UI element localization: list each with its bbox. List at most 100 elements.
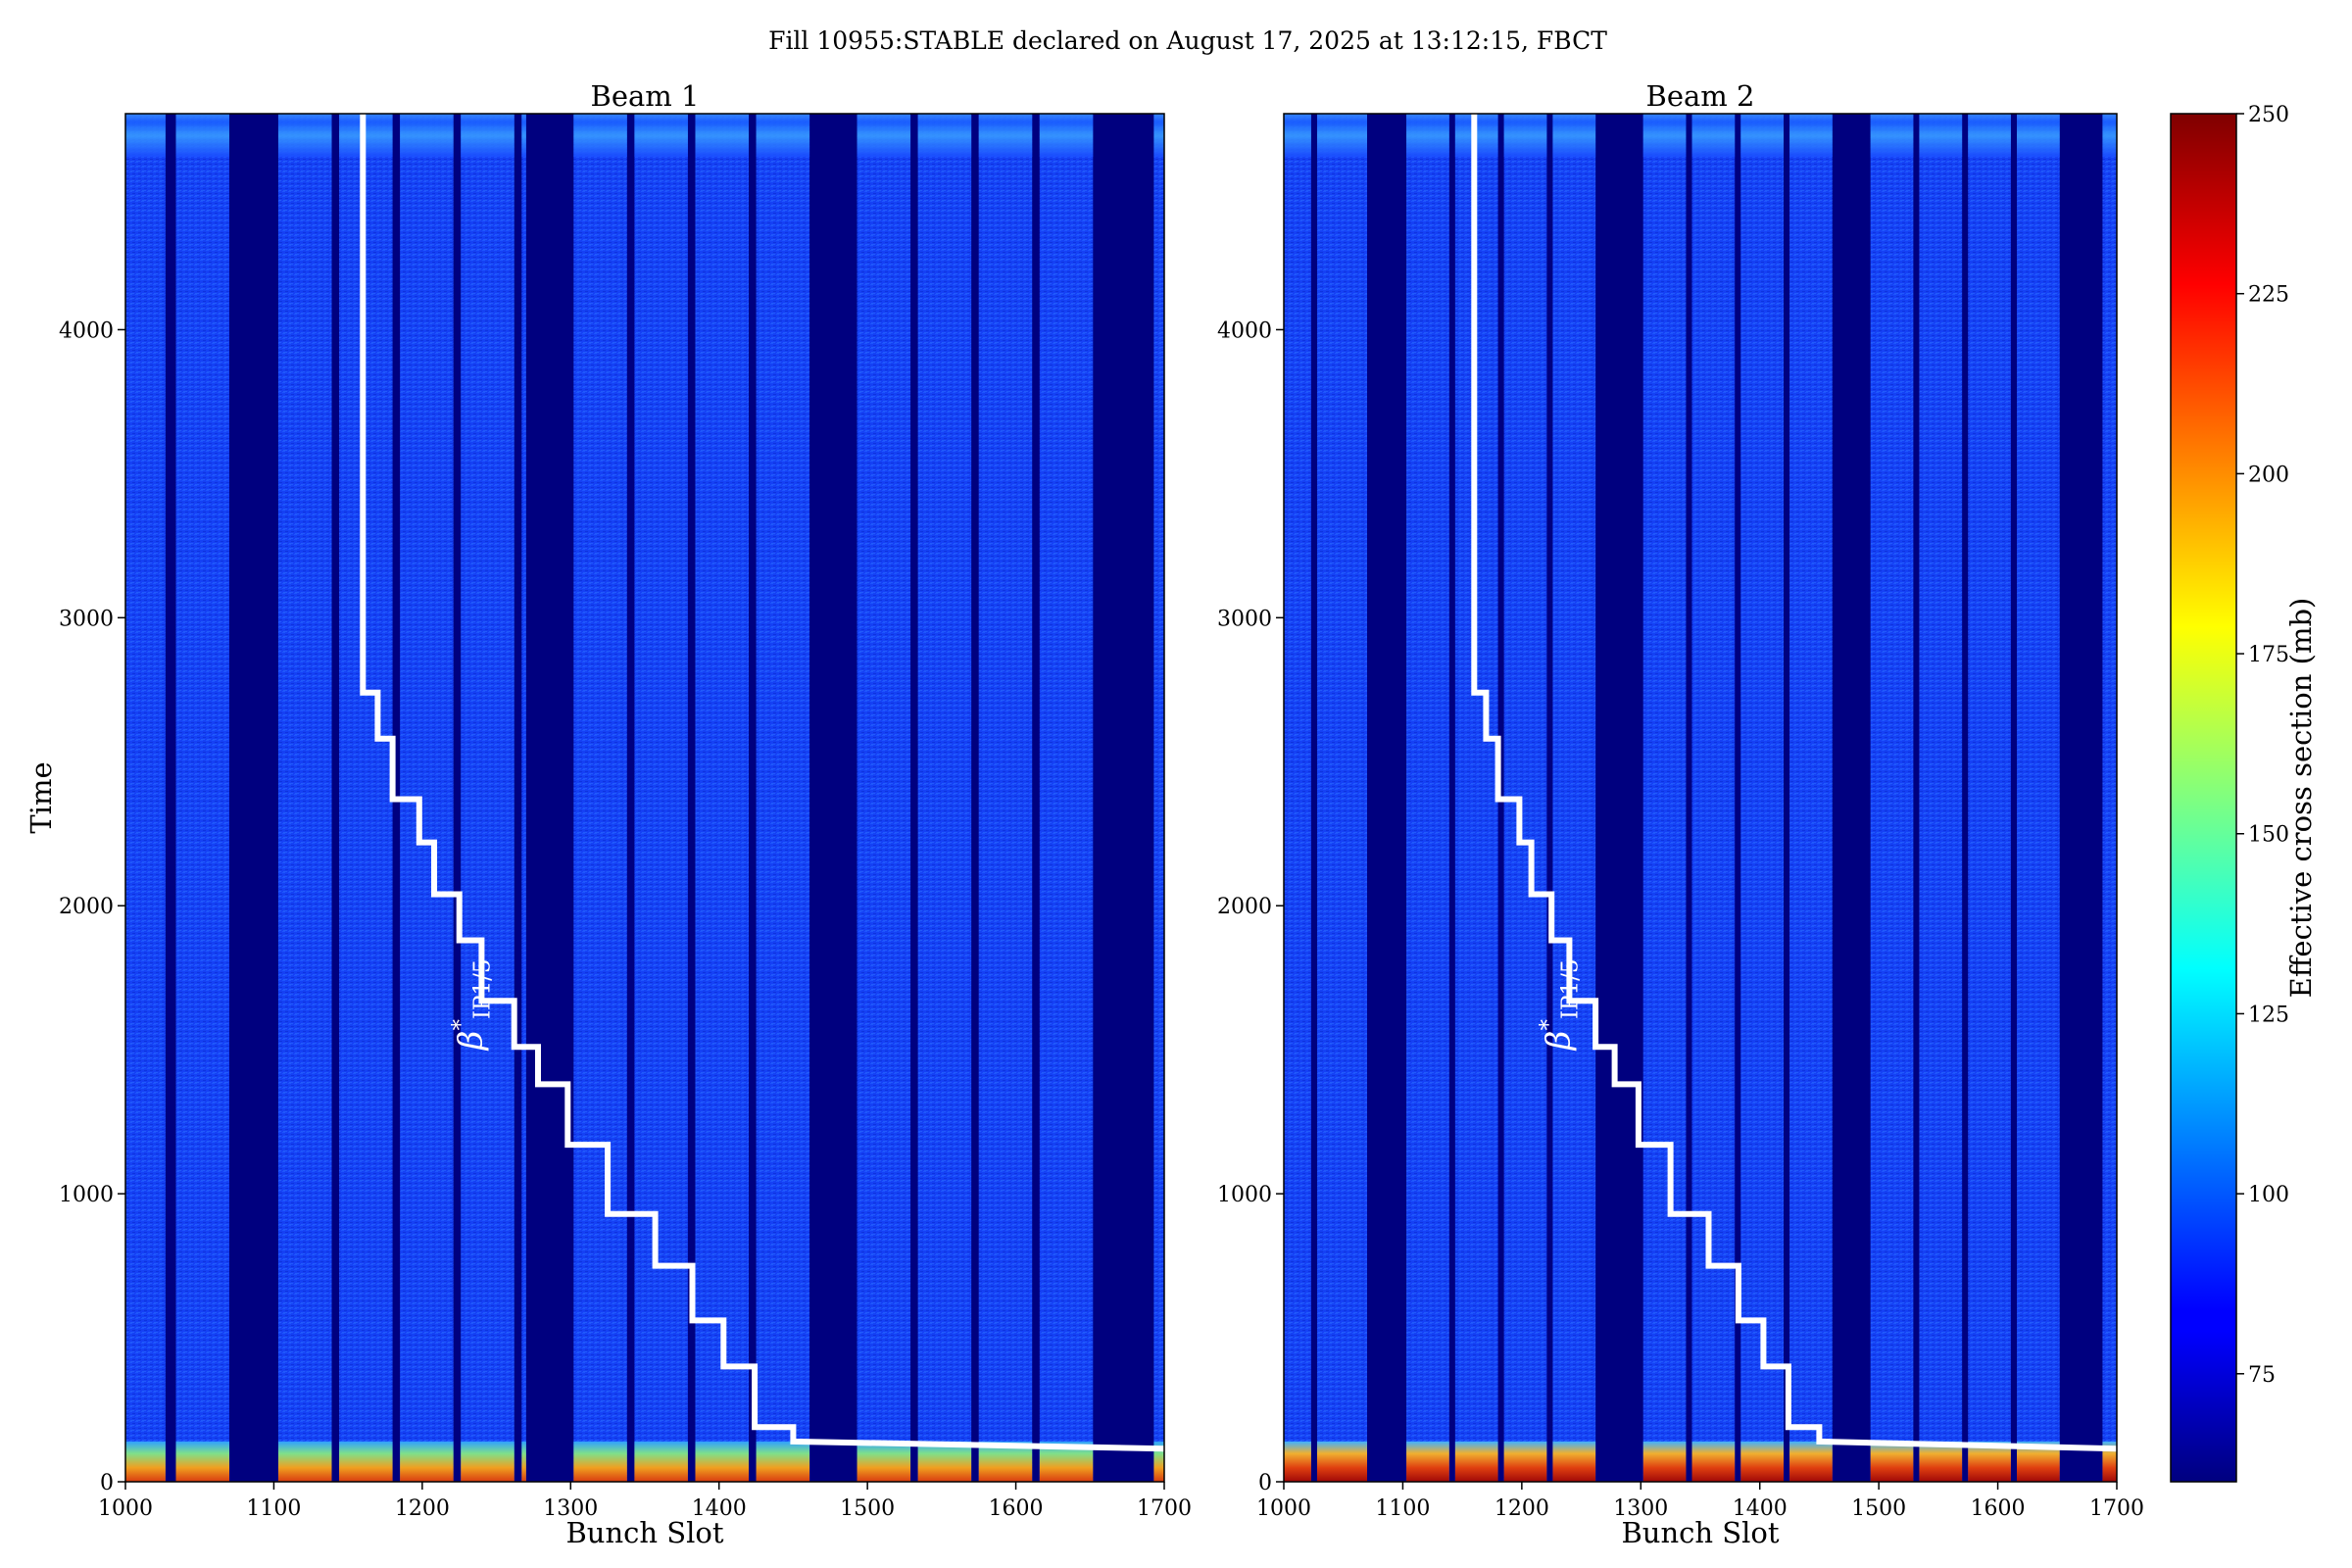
train-bottom-band-0 [125, 1441, 166, 1482]
x-tick-label: 1200 [395, 1496, 450, 1521]
bunch-train-10 [1870, 114, 1914, 1482]
x-tick-label: 1400 [692, 1496, 747, 1521]
train-top-band-13 [2017, 114, 2060, 158]
train-bottom-band-7 [573, 1441, 627, 1482]
train-top-band-3 [339, 114, 393, 158]
train-top-band-0 [1284, 114, 1311, 158]
bunch-train-3 [339, 114, 393, 1482]
train-bottom-band-2 [277, 1441, 332, 1482]
x-tick-label: 1100 [1375, 1496, 1430, 1521]
train-top-band-5 [461, 114, 514, 158]
bunch-train-5 [461, 114, 514, 1482]
bunch-train-13 [2017, 114, 2060, 1482]
colorbar-tick-label: 125 [2248, 1003, 2289, 1027]
train-bottom-band-3 [1454, 1441, 1498, 1482]
train-top-band-0 [125, 114, 166, 158]
plot-frame-beam-2 [1283, 113, 2118, 1483]
x-tick-label: 1600 [1971, 1496, 2026, 1521]
train-top-band-13 [978, 114, 1033, 158]
x-tick-label: 1500 [1851, 1496, 1906, 1521]
train-top-band-5 [1552, 114, 1596, 158]
train-top-band-2 [277, 114, 332, 158]
x-axis-ticks-beam-1: 1000 1100 1200 1300 1400 1500 1600 1700 [98, 1482, 1192, 1521]
train-bottom-band-5 [461, 1441, 514, 1482]
y-tick-label: 4000 [1217, 318, 1272, 343]
x-tick-label: 1300 [543, 1496, 598, 1521]
y-axis-label: Time [24, 761, 58, 833]
colorbar-tick-label: 175 [2248, 643, 2289, 667]
train-top-band-14 [2102, 114, 2117, 158]
x-tick-label: 1000 [1256, 1496, 1311, 1521]
bunch-train-1 [175, 114, 229, 1482]
bunch-train-7 [573, 114, 627, 1482]
train-top-band-8 [634, 114, 688, 158]
y-tick-label: 2000 [59, 895, 114, 919]
bunch-train-11 [857, 114, 911, 1482]
bunch-train-6 [1642, 114, 1687, 1482]
heatmap-trains-beam-1 [125, 114, 1164, 1482]
bunch-train-1 [1317, 114, 1367, 1482]
train-top-band-11 [857, 114, 911, 158]
train-top-band-7 [1691, 114, 1736, 158]
panel-beam-1: Beam 1 β*IP1/5 1000 1100 1200 1300 1400 1500 1… [59, 79, 1192, 1549]
bunch-train-14 [2102, 114, 2117, 1482]
heatmap-trains-beam-2 [1284, 114, 2117, 1482]
y-axis-ticks-beam-2: 0 1000 2000 3000 4000 [1217, 318, 1284, 1495]
train-bottom-band-10 [756, 1441, 810, 1482]
panel-title-beam-1: Beam 1 [591, 79, 700, 113]
train-top-band-12 [917, 114, 972, 158]
x-tick-label: 1500 [840, 1496, 895, 1521]
figure-title: Fill 10955:STABLE declared on August 17,… [768, 26, 1607, 55]
bunch-train-5 [1552, 114, 1596, 1482]
colorbar-tick-label: 200 [2248, 463, 2289, 487]
train-bottom-band-9 [1789, 1441, 1833, 1482]
x-tick-label: 1100 [246, 1496, 301, 1521]
colorbar-ticks: 75 100 125 150 175 200 225 250 [2236, 103, 2289, 1388]
train-bottom-band-1 [1317, 1441, 1367, 1482]
beta-label-beam-2: β*IP1/5 [1536, 958, 1583, 1052]
y-tick-label: 0 [1258, 1471, 1272, 1495]
x-axis-ticks-beam-2: 1000 1100 1200 1300 1400 1500 1600 1700 [1256, 1482, 2144, 1521]
colorbar-tick-label: 225 [2248, 283, 2289, 308]
train-bottom-band-7 [1691, 1441, 1736, 1482]
y-tick-label: 1000 [59, 1183, 114, 1207]
train-top-band-11 [1919, 114, 1963, 158]
y-tick-label: 0 [100, 1471, 114, 1495]
train-bottom-band-8 [1740, 1441, 1784, 1482]
plot-frame-beam-1 [124, 113, 1165, 1483]
beta-step-line-beam-2 [1471, 114, 2117, 1452]
bunch-train-2 [1406, 114, 1449, 1482]
colorbar-tick-label: 150 [2248, 823, 2289, 848]
panel-title-beam-2: Beam 2 [1646, 79, 1755, 113]
bunch-train-10 [756, 114, 810, 1482]
x-tick-label: 1700 [1137, 1496, 1192, 1521]
train-bottom-band-1 [175, 1441, 229, 1482]
train-bottom-band-6 [521, 1441, 526, 1482]
train-top-band-6 [1642, 114, 1687, 158]
colorbar-tick-label: 75 [2248, 1363, 2276, 1388]
train-bottom-band-11 [1919, 1441, 1963, 1482]
train-top-band-14 [1039, 114, 1094, 158]
bunch-train-8 [1740, 114, 1784, 1482]
train-top-band-15 [1153, 114, 1164, 158]
bunch-train-14 [1039, 114, 1094, 1482]
x-tick-label: 1700 [2089, 1496, 2144, 1521]
train-top-band-9 [1789, 114, 1833, 158]
train-bottom-band-6 [1642, 1441, 1687, 1482]
colorbar-tick-label: 250 [2248, 103, 2289, 127]
train-bottom-band-10 [1870, 1441, 1914, 1482]
train-top-band-10 [756, 114, 810, 158]
bunch-train-0 [1284, 114, 1311, 1482]
train-top-band-2 [1406, 114, 1449, 158]
x-tick-label: 1400 [1733, 1496, 1788, 1521]
train-bottom-band-12 [917, 1441, 972, 1482]
bunch-train-2 [277, 114, 332, 1482]
y-tick-label: 3000 [1217, 607, 1272, 631]
train-bottom-band-0 [1284, 1441, 1311, 1482]
bunch-train-7 [1691, 114, 1736, 1482]
train-bottom-band-11 [857, 1441, 911, 1482]
train-top-band-9 [695, 114, 749, 158]
x-tick-label: 1200 [1494, 1496, 1549, 1521]
train-top-band-1 [175, 114, 229, 158]
